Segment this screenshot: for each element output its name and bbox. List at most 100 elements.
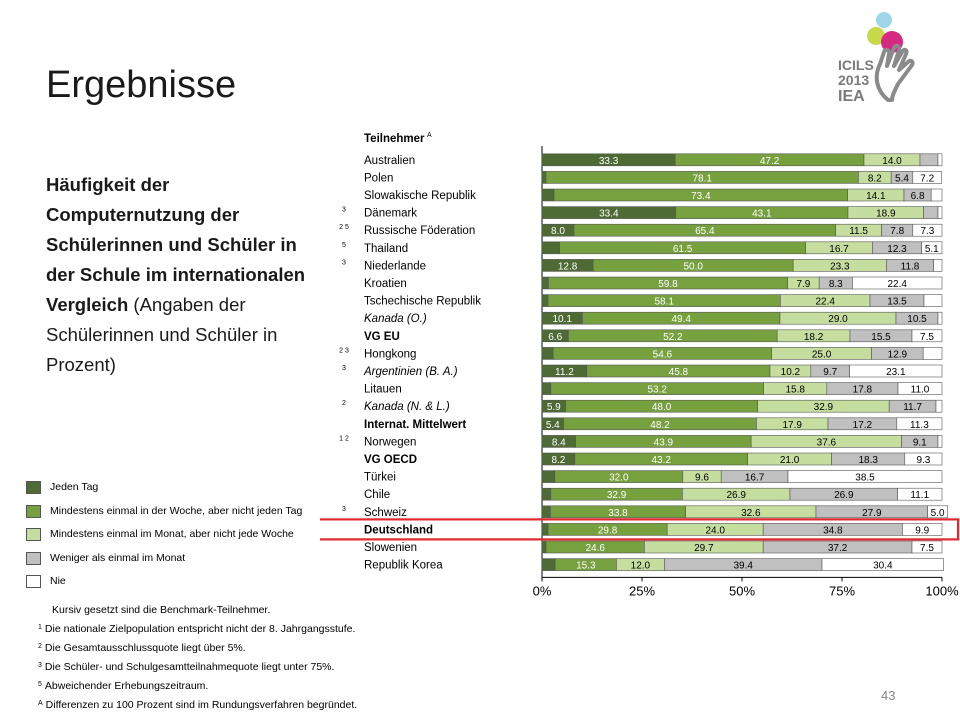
bar-segment bbox=[541, 294, 549, 307]
highlight-box bbox=[320, 518, 960, 541]
legend-swatch bbox=[26, 481, 41, 494]
data-label: 16.7 bbox=[829, 244, 849, 255]
data-label: 24.0 bbox=[705, 525, 725, 536]
data-label: 5.1 bbox=[925, 244, 939, 255]
data-label: 9.7 bbox=[823, 367, 837, 378]
data-label: 26.9 bbox=[726, 490, 746, 501]
bar-segment bbox=[935, 399, 943, 413]
data-label: 73.4 bbox=[691, 191, 711, 202]
footnote-text: Abweichender Erhebungszeitraum. bbox=[44, 680, 209, 692]
footnote-text: Die Gesamtausschlussquote liegt über 5%. bbox=[44, 642, 246, 654]
data-label: 21.0 bbox=[780, 455, 800, 466]
data-label: 13.5 bbox=[887, 297, 907, 308]
data-label: 26.9 bbox=[834, 490, 854, 501]
row-label: Türkei bbox=[364, 472, 396, 484]
data-label: 59.8 bbox=[658, 279, 678, 290]
description-bold: Häufigkeit der Computernutzung der Schül… bbox=[46, 174, 306, 315]
data-label: 52.2 bbox=[663, 332, 683, 343]
legend-label: Mindestens einmal in der Woche, aber nic… bbox=[50, 504, 303, 517]
data-label: 61.5 bbox=[673, 244, 693, 255]
row-footnote-mark: 1 2 bbox=[339, 435, 349, 442]
footnote-line: 2 Die Gesamtausschlussquote liegt über 5%… bbox=[38, 639, 357, 658]
x-tick-label: 25% bbox=[629, 583, 655, 598]
data-label: 18.3 bbox=[858, 455, 878, 466]
data-label: 34.8 bbox=[823, 525, 843, 536]
data-label: 47.2 bbox=[760, 156, 780, 167]
row-label: Internat. Mittelwert bbox=[364, 419, 466, 431]
data-label: 23.3 bbox=[830, 261, 850, 272]
data-label: 54.6 bbox=[653, 349, 673, 360]
logo-hand-icon bbox=[874, 43, 915, 102]
bar-segment bbox=[922, 347, 943, 360]
row-label: Slowakische Republik bbox=[364, 190, 476, 202]
data-label: 58.1 bbox=[654, 297, 674, 308]
data-label: 15.8 bbox=[785, 385, 805, 396]
data-label: 7.5 bbox=[920, 332, 934, 343]
bar-segment bbox=[541, 558, 556, 571]
bar-segment bbox=[541, 505, 551, 519]
row-label: Kanada (O.) bbox=[364, 313, 427, 325]
data-label: 33.8 bbox=[608, 508, 628, 519]
data-label: 48.0 bbox=[652, 402, 672, 413]
x-tick-label: 50% bbox=[729, 583, 755, 598]
row-label: VG EU bbox=[364, 331, 400, 343]
bar-segment bbox=[541, 470, 556, 483]
row-label: Kroatien bbox=[364, 278, 407, 290]
data-label: 5.9 bbox=[547, 402, 561, 413]
data-label: 8.2 bbox=[868, 173, 882, 184]
legend-swatch bbox=[26, 528, 41, 541]
bar-segment bbox=[541, 523, 549, 536]
data-label: 6.6 bbox=[548, 332, 562, 343]
data-label: 12.9 bbox=[888, 349, 908, 360]
icils-logo: ICILS 2013 IEA bbox=[838, 12, 915, 105]
footnote-line: 1 Die nationale Zielpopulation entspricht… bbox=[38, 620, 357, 639]
bar-segment bbox=[937, 311, 943, 325]
data-label: 22.4 bbox=[887, 279, 907, 290]
row-label: Polen bbox=[364, 172, 393, 184]
data-label: 9.1 bbox=[913, 437, 927, 448]
row-footnote-mark: 3 bbox=[342, 259, 346, 266]
bar-segment bbox=[937, 206, 943, 219]
footnote-line: 3 Die Schüler- und Schulgesamtteilnahmequ… bbox=[38, 658, 357, 677]
data-label: 12.3 bbox=[887, 244, 907, 255]
data-label: 33.3 bbox=[599, 156, 619, 167]
bar-segment bbox=[937, 435, 943, 448]
data-label: 37.2 bbox=[828, 543, 848, 554]
data-label: 50.0 bbox=[683, 261, 703, 272]
footnote-text: Die Schüler- und Schulgesamtteilnahmequo… bbox=[44, 661, 335, 673]
data-label: 17.9 bbox=[782, 420, 802, 431]
bar-segment bbox=[911, 540, 943, 554]
legend-label: Mindestens einmal im Monat, aber nicht j… bbox=[50, 528, 294, 540]
data-label: 14.1 bbox=[866, 191, 886, 202]
row-label: Australien bbox=[364, 155, 415, 167]
data-label: 32.0 bbox=[609, 473, 629, 484]
legend-swatch bbox=[26, 575, 41, 588]
footnote-line: Kursiv gesetzt sind die Benchmark-Teilne… bbox=[38, 601, 357, 620]
page-number: 43 bbox=[881, 688, 896, 703]
footnote-line: A Differenzen zu 100 Prozent sind im Rund… bbox=[38, 696, 357, 715]
data-label: 9.9 bbox=[915, 525, 929, 536]
row-footnote-mark: 2 bbox=[342, 400, 346, 407]
data-label: 49.4 bbox=[671, 314, 691, 325]
data-label: 29.0 bbox=[828, 314, 848, 325]
bar-segment bbox=[541, 188, 555, 202]
footnote-mark: 5 bbox=[38, 681, 42, 688]
row-footnote-mark: 5 bbox=[342, 242, 346, 249]
row-label: Schweiz bbox=[364, 507, 407, 519]
row-footnote-mark: 3 bbox=[342, 365, 346, 372]
data-label: 10.1 bbox=[552, 314, 572, 325]
row-label: Thailand bbox=[364, 243, 408, 255]
data-label: 8.0 bbox=[551, 226, 565, 237]
data-label: 7.9 bbox=[796, 279, 810, 290]
legend-swatch bbox=[26, 551, 41, 565]
data-label: 11.1 bbox=[910, 490, 929, 501]
data-label: 5.4 bbox=[895, 173, 909, 184]
row-label: Russische Föderation bbox=[364, 225, 475, 237]
data-label: 45.8 bbox=[669, 367, 689, 378]
row-label: Slowenien bbox=[364, 542, 417, 554]
data-label: 25.0 bbox=[812, 349, 832, 360]
data-label: 38.5 bbox=[855, 473, 875, 484]
footnote-text: Kursiv gesetzt sind die Benchmark-Teilne… bbox=[52, 604, 271, 616]
row-label: Niederlande bbox=[364, 260, 426, 272]
data-label: 18.2 bbox=[804, 332, 824, 343]
